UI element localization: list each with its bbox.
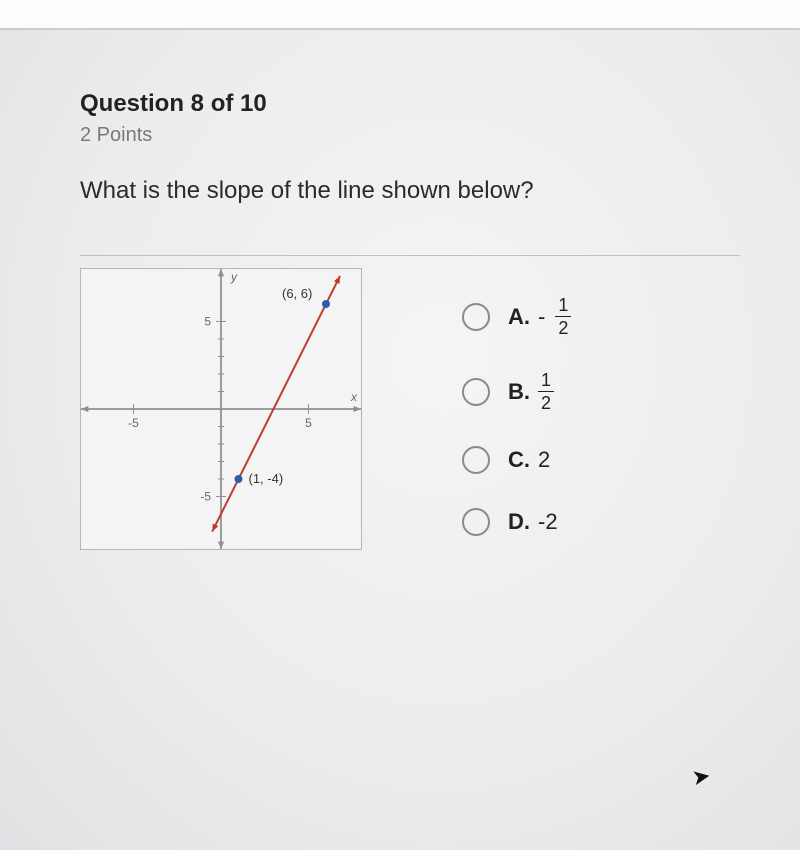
- radio-icon[interactable]: [462, 508, 490, 536]
- answer-option[interactable]: C. 2: [462, 446, 571, 474]
- radio-icon[interactable]: [462, 303, 490, 331]
- question-points: 2 Points: [80, 124, 740, 147]
- fraction: 12: [538, 371, 554, 412]
- cursor-icon: ➤: [689, 763, 712, 792]
- answer-letter: A.: [508, 304, 530, 330]
- answer-option[interactable]: A.-12: [462, 296, 571, 337]
- question-text: What is the slope of the line shown belo…: [80, 177, 740, 205]
- answer-label: C. 2: [508, 447, 550, 473]
- answer-value: -2: [538, 509, 558, 535]
- svg-text:-5: -5: [200, 490, 211, 504]
- window-top-bar: [0, 0, 800, 30]
- svg-text:y: y: [230, 270, 238, 284]
- svg-text:5: 5: [305, 416, 312, 430]
- svg-text:5: 5: [204, 315, 211, 329]
- answer-list: A.-12B.12C.2D.-2: [462, 268, 571, 536]
- answer-letter: B.: [508, 379, 530, 405]
- graph: -5 5 -5 5 y x (6, 6) (1, -4): [80, 268, 362, 550]
- answer-label: D. -2: [508, 509, 558, 535]
- divider: [80, 255, 740, 256]
- svg-text:(1, -4): (1, -4): [249, 471, 284, 486]
- minus-sign: -: [538, 304, 545, 330]
- svg-text:(6, 6): (6, 6): [282, 286, 312, 301]
- answer-letter: C.: [508, 447, 530, 473]
- answer-option[interactable]: B. 12: [462, 371, 571, 412]
- answer-value: 2: [538, 447, 550, 473]
- fraction: 12: [555, 296, 571, 337]
- answer-label: B. 12: [508, 371, 554, 412]
- radio-icon[interactable]: [462, 378, 490, 406]
- answer-letter: D.: [508, 509, 530, 535]
- svg-text:x: x: [350, 390, 358, 404]
- content-row: -55-55yx(6, 6)(1, -4) A.-12B.12C.2D.-2: [80, 268, 740, 550]
- radio-icon[interactable]: [462, 446, 490, 474]
- answer-label: A.-12: [508, 296, 571, 337]
- answer-option[interactable]: D. -2: [462, 508, 571, 536]
- question-number: Question 8 of 10: [80, 90, 740, 118]
- question-sheet: Question 8 of 10 2 Points What is the sl…: [0, 30, 800, 850]
- svg-text:-5: -5: [128, 416, 139, 430]
